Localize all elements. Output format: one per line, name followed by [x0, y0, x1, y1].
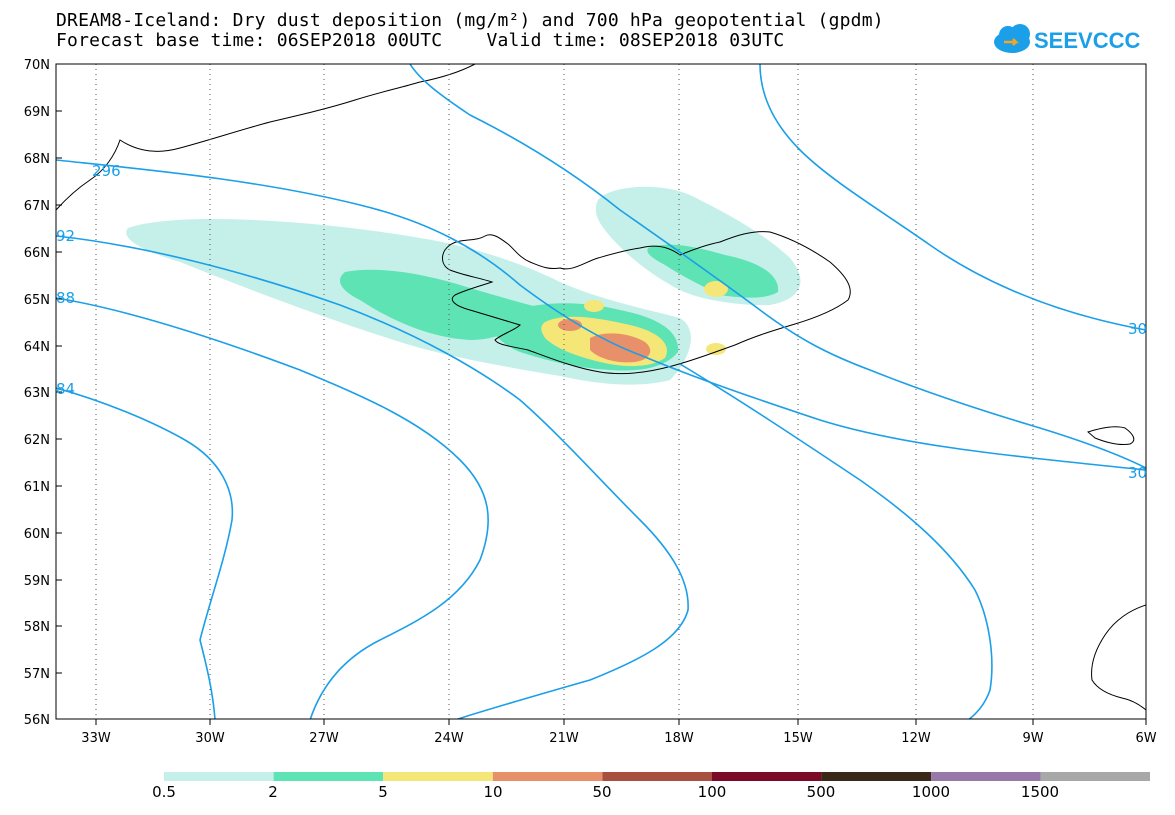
logo-text: SEEVCCC: [1034, 28, 1140, 53]
legend-swatch: [712, 772, 822, 781]
map-title: DREAM8-Iceland: Dry dust deposition (mg/…: [56, 10, 884, 31]
dust-area-yellow-small: [704, 281, 728, 297]
dust-area-orange-small: [558, 319, 582, 331]
legend-swatch: [602, 772, 712, 781]
legend-swatch: [164, 772, 274, 781]
latitude-labels: 70N 69N 68N 67N 66N 65N 64N 63N 62N 61N …: [24, 58, 50, 728]
graticule: [95, 64, 1034, 719]
contour-296-south: [679, 363, 993, 719]
geopotential-contours: [56, 64, 1146, 719]
lat-label: 61N: [24, 480, 50, 495]
scotland-coastline: [1091, 604, 1146, 711]
lat-label: 66N: [24, 246, 50, 261]
lat-label: 64N: [24, 340, 50, 355]
dust-area-yellow-east: [706, 343, 726, 355]
lat-label: 69N: [24, 105, 50, 120]
legend-label: 1000: [911, 783, 951, 801]
cloud-icon: [994, 24, 1030, 53]
dust-deposition-shading: [126, 186, 801, 385]
contour-296: [56, 159, 1146, 471]
legend-swatch: [383, 772, 493, 781]
lon-label: 15W: [783, 731, 813, 746]
legend-label: 0.5: [152, 783, 176, 801]
legend-swatch: [1040, 772, 1150, 781]
legend-colorbar: [164, 772, 1150, 781]
greenland-coastline: [56, 64, 476, 211]
legend-label: 1500: [1020, 783, 1060, 801]
contour-label: 296: [92, 162, 121, 180]
lon-label: 6W: [1135, 731, 1156, 746]
lat-label: 67N: [24, 199, 50, 214]
coastlines: [56, 64, 1146, 711]
contour-label: 92: [56, 227, 75, 245]
lon-label: 12W: [901, 731, 931, 746]
contour-288: [56, 297, 489, 719]
lat-label: 57N: [24, 667, 50, 682]
lat-label: 70N: [24, 58, 50, 73]
lon-label: 21W: [549, 731, 579, 746]
contour-label: 30: [1128, 320, 1147, 338]
contour-label: 88: [56, 289, 75, 307]
contour-292: [56, 235, 689, 719]
lon-label: 27W: [309, 731, 339, 746]
lat-label: 63N: [24, 386, 50, 401]
legend-swatch: [273, 772, 384, 781]
legend-swatch: [931, 772, 1041, 781]
lon-label: 9W: [1022, 731, 1043, 746]
map-frame: [55, 63, 1147, 720]
legend-label: 100: [697, 783, 727, 801]
iceland-coastline: [442, 231, 851, 375]
dust-area-yellow-north: [584, 300, 604, 312]
legend-label: 2: [268, 783, 278, 801]
axis-ticks: [56, 63, 1147, 725]
lat-label: 59N: [24, 574, 50, 589]
lon-label: 18W: [664, 731, 694, 746]
contour-value-labels: 296 92 88 84 30 30: [56, 162, 1147, 482]
legend-label: 5: [378, 783, 388, 801]
dust-area-green-north: [647, 244, 779, 298]
lon-label: 33W: [81, 731, 111, 746]
legend-label: 50: [592, 783, 612, 801]
lat-label: 65N: [24, 293, 50, 308]
lon-label: 24W: [434, 731, 464, 746]
lon-label: 30W: [195, 731, 225, 746]
faroe-coastline: [1087, 426, 1135, 445]
longitude-labels: 33W 30W 27W 24W 21W 18W 15W 12W 9W 6W: [81, 731, 1156, 746]
lat-label: 62N: [24, 433, 50, 448]
contour-label: 30: [1128, 464, 1147, 482]
contour-300-north: [409, 64, 1146, 469]
legend-label: 10: [483, 783, 503, 801]
contour-284: [56, 387, 234, 719]
legend-swatch: [821, 772, 932, 781]
seevccc-logo: SEEVCCC: [994, 24, 1140, 53]
dust-area-orange: [590, 333, 651, 363]
lat-label: 58N: [24, 620, 50, 635]
contour-label: 84: [56, 380, 75, 398]
lat-label: 68N: [24, 152, 50, 167]
legend-label: 500: [806, 783, 836, 801]
lat-label: 56N: [24, 713, 50, 728]
lat-label: 60N: [24, 527, 50, 542]
legend-swatch: [492, 772, 603, 781]
map-subtitle-times: Forecast base time: 06SEP2018 00UTC Vali…: [56, 30, 785, 51]
contour-300-east: [759, 64, 1146, 331]
